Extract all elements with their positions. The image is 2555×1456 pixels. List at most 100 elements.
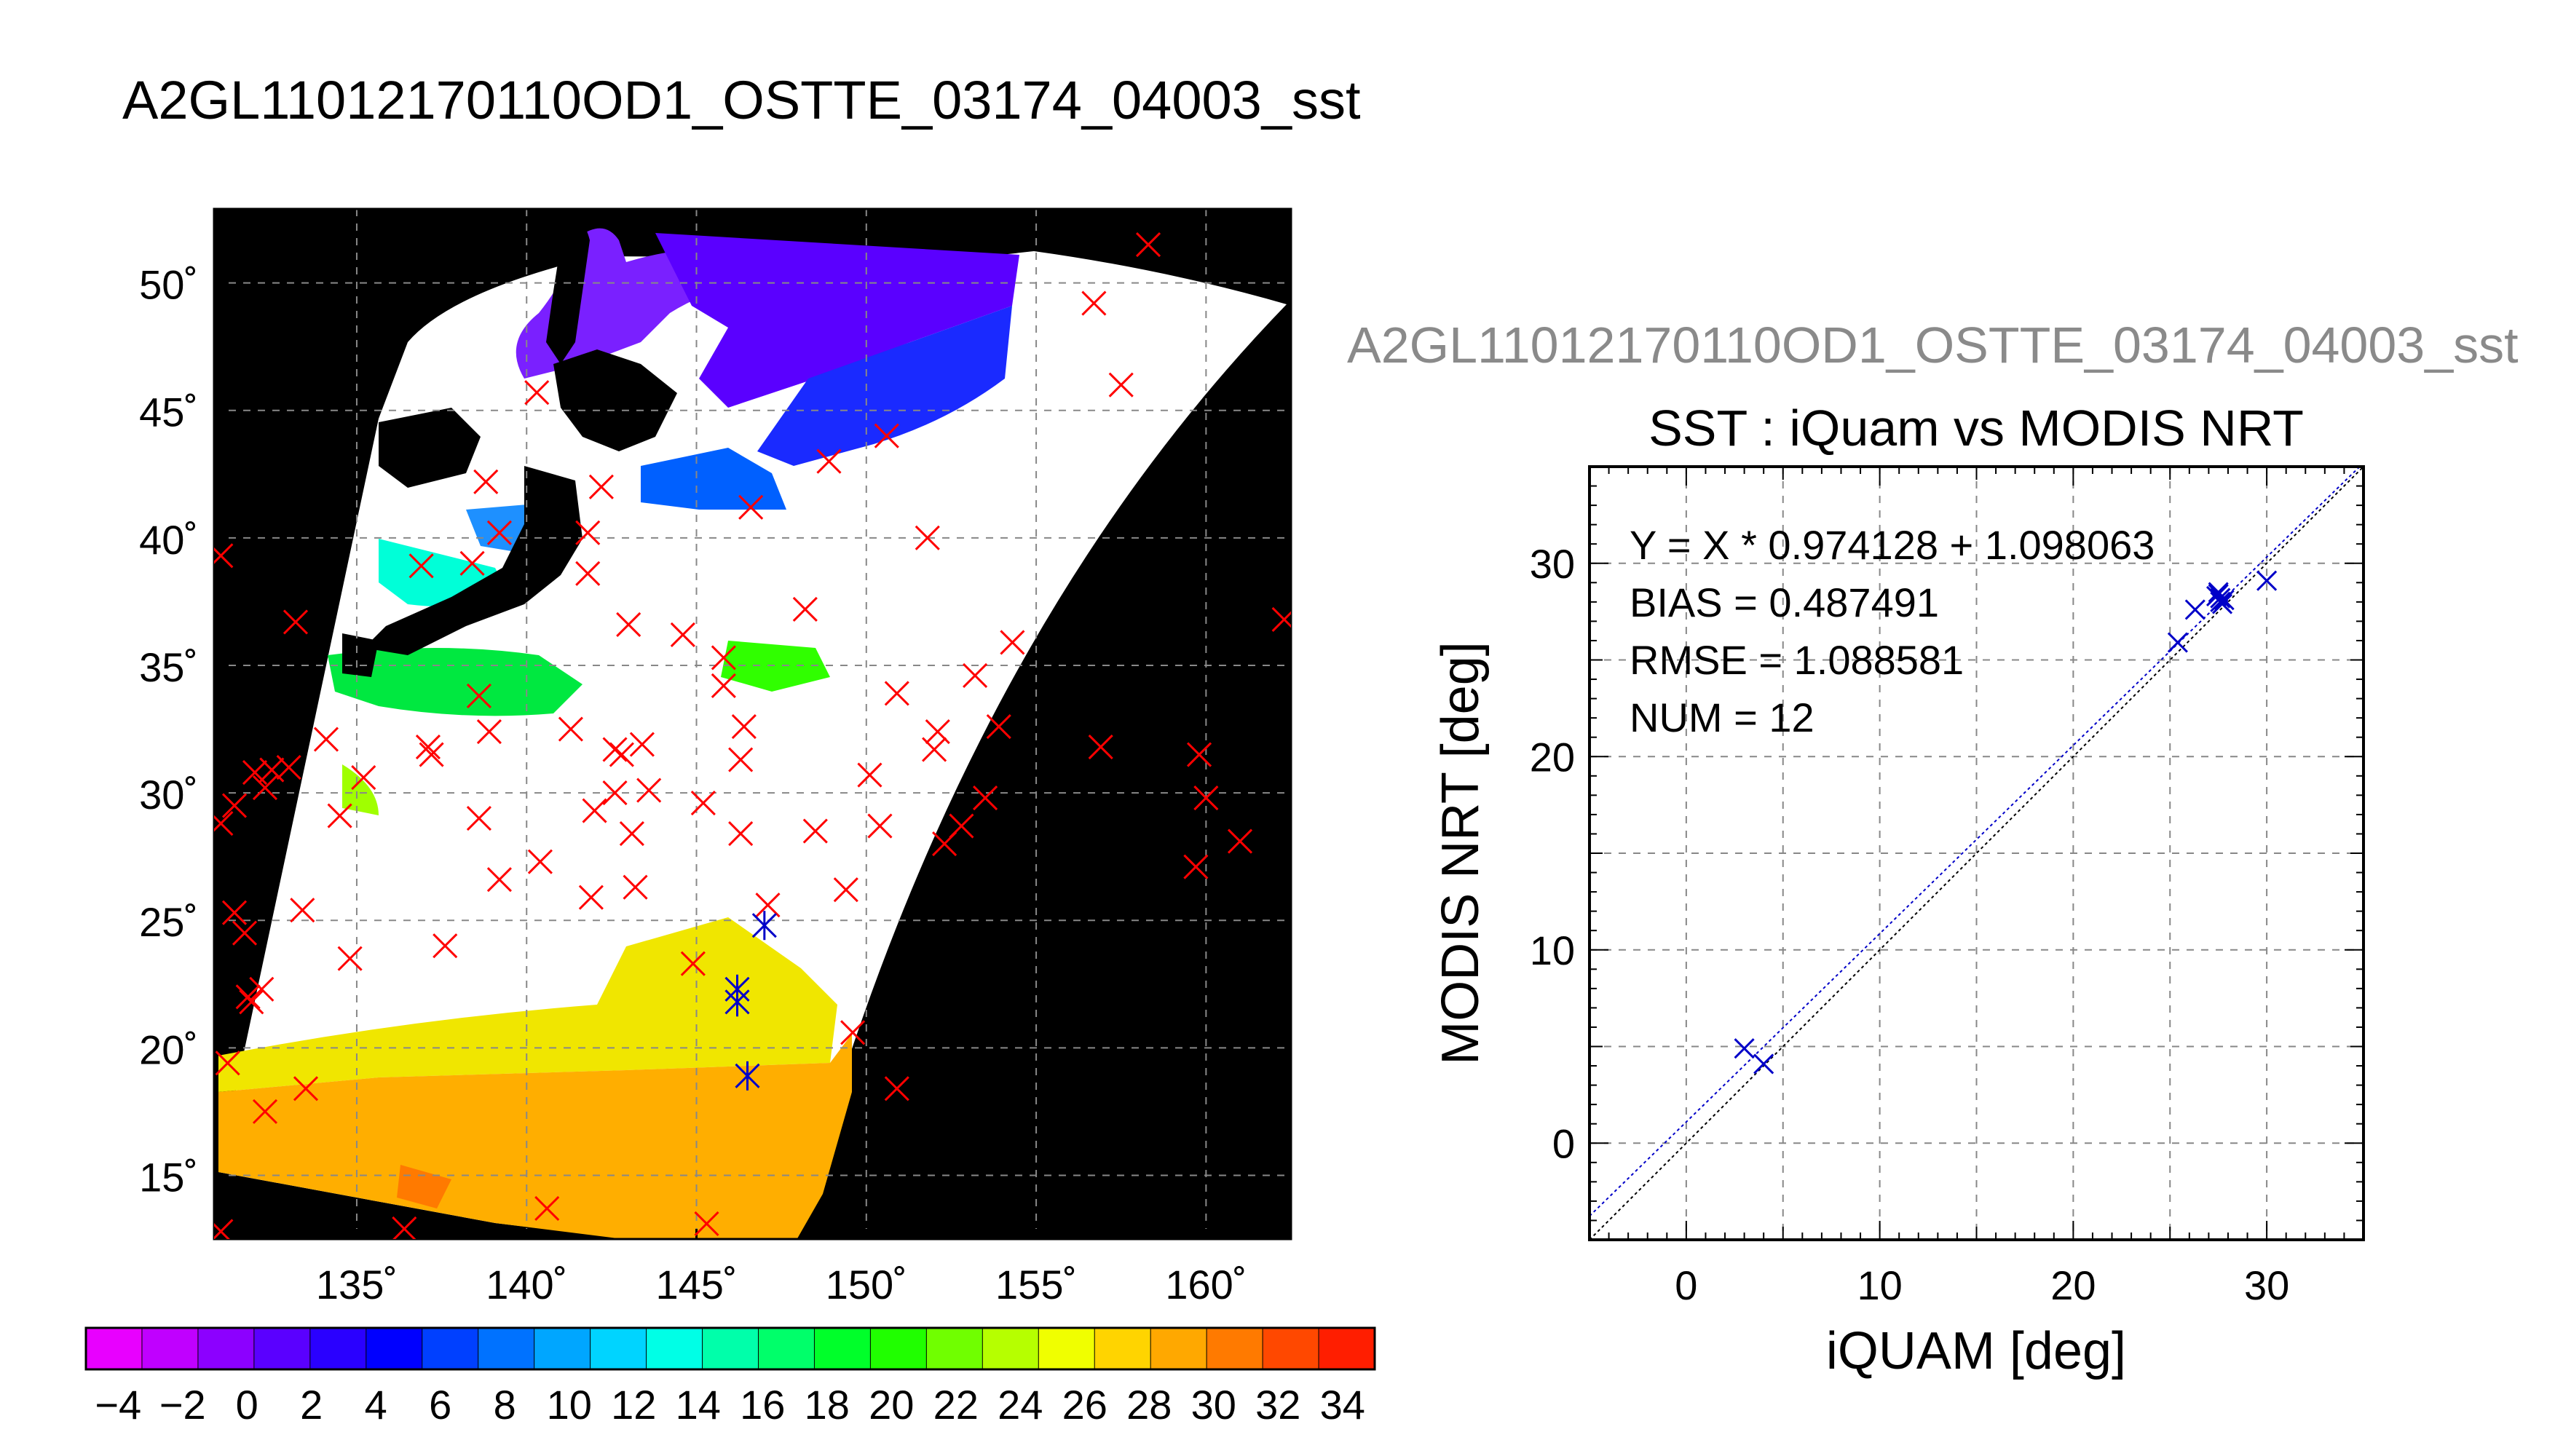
marker-stroke bbox=[259, 757, 285, 783]
land-honshu bbox=[364, 466, 583, 655]
map-marker-x bbox=[602, 737, 628, 762]
colorbar-tick-label: 26 bbox=[1062, 1382, 1107, 1428]
marker-stroke bbox=[2208, 584, 2229, 605]
colorbar-cell bbox=[197, 1328, 255, 1369]
map-marker-x bbox=[351, 764, 376, 791]
map-marker-x bbox=[534, 1195, 560, 1222]
colorbar-cell bbox=[422, 1328, 479, 1369]
marker-stroke bbox=[408, 553, 434, 579]
map-marker-x bbox=[1183, 854, 1209, 879]
map-marker-x bbox=[1081, 290, 1107, 316]
map-x-tick-label: 135˚ bbox=[316, 1262, 398, 1307]
map-marker-x bbox=[476, 719, 502, 745]
map-marker-x bbox=[408, 553, 434, 579]
marker-stroke bbox=[214, 811, 234, 832]
map-marker-x bbox=[1108, 372, 1134, 397]
sst-lime-region bbox=[342, 764, 379, 815]
map-marker-x bbox=[1193, 786, 1219, 811]
map-marker-x bbox=[623, 874, 648, 900]
marker-stroke bbox=[1186, 742, 1212, 767]
scatter-point bbox=[2256, 570, 2278, 591]
colorbar-tick-label: 12 bbox=[611, 1382, 656, 1428]
map-marker-x bbox=[680, 951, 706, 976]
map-marker-asterisk bbox=[751, 911, 777, 941]
map-marker-x bbox=[694, 1211, 719, 1237]
colorbar-cell bbox=[309, 1328, 367, 1369]
sst-green-east-region bbox=[721, 641, 830, 692]
map-marker-x bbox=[711, 645, 736, 670]
map-marker-x bbox=[214, 543, 234, 569]
map-y-tick-label: 35˚ bbox=[139, 644, 198, 690]
colorbar-cell bbox=[590, 1328, 647, 1369]
map-marker-x bbox=[588, 474, 614, 499]
marker-stroke bbox=[1183, 854, 1209, 879]
scatter-y-tick-label: 0 bbox=[1552, 1120, 1575, 1166]
marker-stroke bbox=[221, 900, 248, 925]
marker-stroke bbox=[690, 791, 716, 816]
marker-stroke bbox=[922, 737, 947, 762]
marker-stroke bbox=[1271, 611, 1291, 632]
marker-stroke bbox=[459, 550, 485, 576]
map-marker-x bbox=[738, 494, 764, 520]
marker-stroke bbox=[392, 1216, 417, 1239]
map-marker-x bbox=[466, 806, 491, 831]
scatter-y-label: MODIS NRT [deg] bbox=[1431, 641, 1490, 1065]
colorbar-cell bbox=[86, 1328, 143, 1369]
scatter-annotation: RMSE = 1.088581 bbox=[1630, 637, 1964, 683]
map-marker-x bbox=[986, 713, 1011, 740]
map-marker-x bbox=[1088, 734, 1113, 760]
marker-stroke bbox=[2208, 582, 2229, 603]
colorbar-cell bbox=[1150, 1328, 1207, 1369]
scatter-lines bbox=[1590, 467, 2364, 1240]
map-marker-x bbox=[283, 609, 309, 635]
colorbar-tick-label: −2 bbox=[159, 1382, 206, 1428]
marker-stroke bbox=[466, 806, 491, 831]
land-korea bbox=[379, 408, 481, 488]
map-marker-x bbox=[433, 933, 458, 959]
colorbar-tick-label: 2 bbox=[300, 1382, 323, 1428]
marker-stroke bbox=[215, 1051, 240, 1076]
map-marker-x bbox=[949, 813, 974, 839]
map-marker-x bbox=[466, 683, 491, 709]
marker-stroke bbox=[963, 662, 988, 689]
marker-stroke bbox=[867, 813, 893, 839]
main-title: A2GL11012170110OD1_OSTTE_03174_04003_sst bbox=[122, 70, 1361, 130]
scatter-point bbox=[2184, 599, 2205, 620]
map-y-tick-label: 50˚ bbox=[139, 262, 198, 308]
sst-map: 15˚ 20˚ 25˚ 30˚ 35˚ 40˚ 45˚ 50˚ 135˚ 140˚ 145˚ 150… bbox=[139, 207, 1292, 1307]
marker-stroke bbox=[214, 1219, 234, 1239]
map-marker-x bbox=[575, 520, 601, 545]
colorbar: −4 −2 0 2 4 6 8 10 12 14 16 18 20 22 24 26 28 30 32 34 bbox=[84, 1326, 1376, 1428]
map-marker-x bbox=[857, 762, 882, 788]
map-marker-x bbox=[252, 1099, 278, 1124]
marker-stroke bbox=[239, 989, 264, 1015]
marker-stroke bbox=[670, 622, 695, 647]
map-x-tick-label: 145˚ bbox=[655, 1262, 737, 1307]
colorbar-cell bbox=[702, 1328, 759, 1369]
colorbar-cell bbox=[982, 1328, 1039, 1369]
marker-stroke bbox=[915, 525, 940, 550]
map-marker-x bbox=[486, 520, 512, 545]
marker-stroke bbox=[602, 737, 628, 762]
marker-stroke bbox=[558, 716, 583, 742]
map-x-tick-label: 160˚ bbox=[1165, 1262, 1247, 1307]
map-marker-x bbox=[728, 747, 754, 772]
map-marker-x bbox=[816, 448, 842, 474]
colorbar-cells bbox=[86, 1328, 1375, 1369]
marker-stroke bbox=[986, 713, 1011, 740]
map-marker-x bbox=[575, 561, 601, 586]
map-marker-x bbox=[619, 821, 644, 847]
map-marker-x bbox=[867, 813, 893, 839]
map-marker-asterisk bbox=[724, 987, 750, 1017]
marker-stroke bbox=[575, 520, 601, 545]
map-marker-x bbox=[728, 821, 754, 847]
map-marker-x bbox=[232, 920, 258, 946]
marker-stroke bbox=[415, 734, 441, 760]
scatter-point bbox=[2167, 632, 2188, 653]
marker-stroke bbox=[221, 793, 248, 818]
colorbar-cell bbox=[870, 1328, 927, 1369]
scatter-grid bbox=[1590, 467, 2364, 1240]
colorbar-tick-label: 28 bbox=[1126, 1382, 1172, 1428]
marker-stroke bbox=[616, 612, 641, 637]
